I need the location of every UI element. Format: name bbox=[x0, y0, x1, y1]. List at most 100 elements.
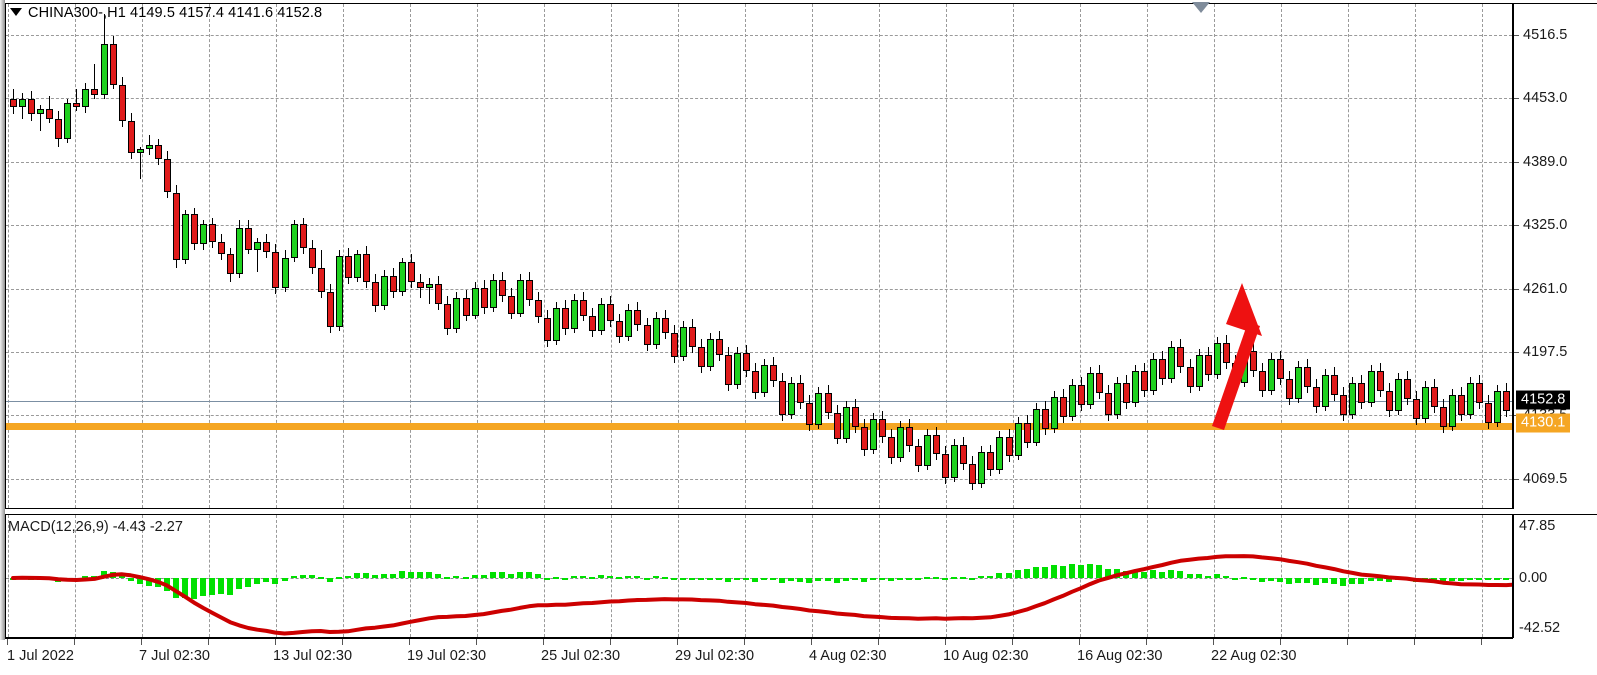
macd-histogram-bar bbox=[553, 576, 559, 579]
candle-body bbox=[236, 228, 244, 274]
macd-histogram-bar bbox=[1005, 572, 1012, 578]
price-axis[interactable]: 4516.54453.04389.04325.04261.04197.54133… bbox=[1513, 3, 1597, 509]
candle-body bbox=[1123, 382, 1131, 403]
triangle-down-icon[interactable] bbox=[10, 8, 22, 16]
time-axis-tick bbox=[878, 639, 879, 645]
support-level-line[interactable] bbox=[6, 423, 1512, 430]
candle-body bbox=[299, 224, 307, 249]
macd-histogram-bar bbox=[399, 571, 406, 578]
candle-body bbox=[1304, 367, 1312, 387]
candle-body bbox=[842, 406, 850, 439]
macd-histogram-bar bbox=[417, 572, 424, 578]
candle-body bbox=[761, 365, 769, 393]
candle-body bbox=[1349, 382, 1357, 415]
macd-histogram-bar bbox=[715, 578, 722, 580]
candle-body bbox=[91, 89, 99, 96]
candle-body bbox=[1159, 359, 1167, 379]
macd-histogram-bar bbox=[1195, 573, 1202, 578]
candle-body bbox=[869, 418, 877, 451]
macd-histogram-bar bbox=[236, 578, 243, 590]
macd-histogram-bar bbox=[1439, 578, 1446, 583]
candle-body bbox=[616, 321, 624, 338]
candle-body bbox=[489, 279, 497, 308]
macd-histogram-bar bbox=[1258, 578, 1265, 582]
macd-value-axis[interactable]: 47.85 0.00 -42.52 bbox=[1513, 514, 1597, 638]
macd-histogram-bar bbox=[580, 575, 587, 578]
vertical-scroll-strip[interactable] bbox=[0, 0, 5, 640]
time-axis-tick bbox=[1146, 639, 1147, 645]
macd-histogram-bar bbox=[1132, 569, 1139, 578]
time-axis-tick bbox=[409, 639, 410, 645]
macd-histogram-bar bbox=[1032, 566, 1039, 578]
gridline-vertical bbox=[1013, 4, 1014, 508]
candle-body bbox=[245, 228, 253, 251]
candle-body bbox=[191, 214, 198, 245]
candle-body bbox=[453, 297, 461, 330]
candle-body bbox=[1448, 394, 1456, 427]
macd-histogram-bar bbox=[534, 574, 541, 578]
macd-histogram-bar bbox=[308, 575, 315, 578]
macd-histogram-bar bbox=[643, 577, 650, 580]
macd-histogram-bar bbox=[390, 574, 397, 578]
candle-body bbox=[1385, 390, 1393, 411]
price-chart-panel[interactable] bbox=[5, 3, 1513, 509]
support-price-badge: 4130.1 bbox=[1516, 413, 1571, 433]
macd-histogram-bar bbox=[1177, 571, 1184, 578]
candle-body bbox=[1277, 359, 1284, 379]
price-axis-tick bbox=[1514, 98, 1519, 100]
macd-histogram-bar bbox=[589, 576, 596, 579]
candle-body bbox=[878, 418, 886, 437]
macd-histogram-bar bbox=[1159, 571, 1166, 578]
macd-histogram-bar bbox=[489, 572, 496, 578]
macd-histogram-bar bbox=[951, 576, 958, 579]
macd-indicator-panel[interactable] bbox=[5, 514, 1513, 638]
price-axis-tick bbox=[1514, 225, 1519, 227]
gridline-vertical bbox=[75, 4, 76, 508]
candle-body bbox=[661, 317, 669, 334]
macd-histogram-bar bbox=[362, 573, 369, 578]
time-axis[interactable]: 1 Jul 2022 7 Jul 02:30 13 Jul 02:30 19 Jul … bbox=[5, 638, 1513, 675]
gridline-vertical bbox=[1482, 515, 1483, 637]
macd-histogram-bar bbox=[788, 578, 795, 582]
candle-body bbox=[1005, 436, 1013, 457]
candle-body bbox=[73, 103, 81, 108]
candle-body bbox=[607, 303, 615, 322]
macd-histogram-bar bbox=[842, 578, 849, 581]
chart-symbol-header: CHINA300-,H1 4149.5 4157.4 4141.6 4152.8 bbox=[10, 5, 322, 21]
gridline-vertical bbox=[1013, 515, 1014, 637]
chart-anchor-marker-icon[interactable] bbox=[1192, 2, 1210, 13]
price-axis-tick bbox=[1514, 478, 1519, 480]
macd-histogram-bar bbox=[1304, 578, 1311, 584]
gridline-vertical bbox=[1080, 4, 1081, 508]
gridline-vertical bbox=[8, 4, 9, 508]
time-axis-tick bbox=[1280, 639, 1281, 645]
time-axis-tick bbox=[1481, 639, 1482, 645]
macd-histogram-bar bbox=[1286, 578, 1293, 585]
macd-histogram-bar bbox=[1331, 578, 1338, 584]
macd-histogram-bar bbox=[761, 578, 768, 581]
macd-axis-label: -42.52 bbox=[1519, 620, 1561, 636]
macd-histogram-bar bbox=[91, 575, 98, 578]
time-axis-tick bbox=[275, 639, 276, 645]
red-up-arrow-annotation[interactable] bbox=[1190, 280, 1300, 430]
candle-body bbox=[1331, 375, 1339, 395]
macd-histogram-bar bbox=[1467, 578, 1474, 580]
macd-histogram-bar bbox=[181, 578, 188, 598]
gridline-vertical bbox=[1482, 4, 1483, 508]
macd-histogram-bar bbox=[1168, 569, 1175, 578]
candle-body bbox=[408, 261, 416, 282]
macd-histogram-bar bbox=[1041, 566, 1048, 578]
candle-body bbox=[1068, 384, 1076, 417]
candle-body bbox=[362, 254, 370, 282]
candle-body bbox=[381, 275, 389, 306]
macd-histogram-bar bbox=[1086, 563, 1093, 578]
macd-histogram-bar bbox=[218, 578, 225, 595]
candle-body bbox=[163, 158, 171, 193]
price-axis-label: 4389.0 bbox=[1523, 153, 1568, 170]
candle-body bbox=[1041, 408, 1049, 429]
macd-histogram-bar bbox=[426, 572, 433, 578]
macd-histogram-bar bbox=[453, 576, 460, 579]
candle-body bbox=[1403, 379, 1411, 399]
gridline-vertical bbox=[477, 4, 478, 508]
time-axis-label: 7 Jul 02:30 bbox=[139, 648, 210, 664]
